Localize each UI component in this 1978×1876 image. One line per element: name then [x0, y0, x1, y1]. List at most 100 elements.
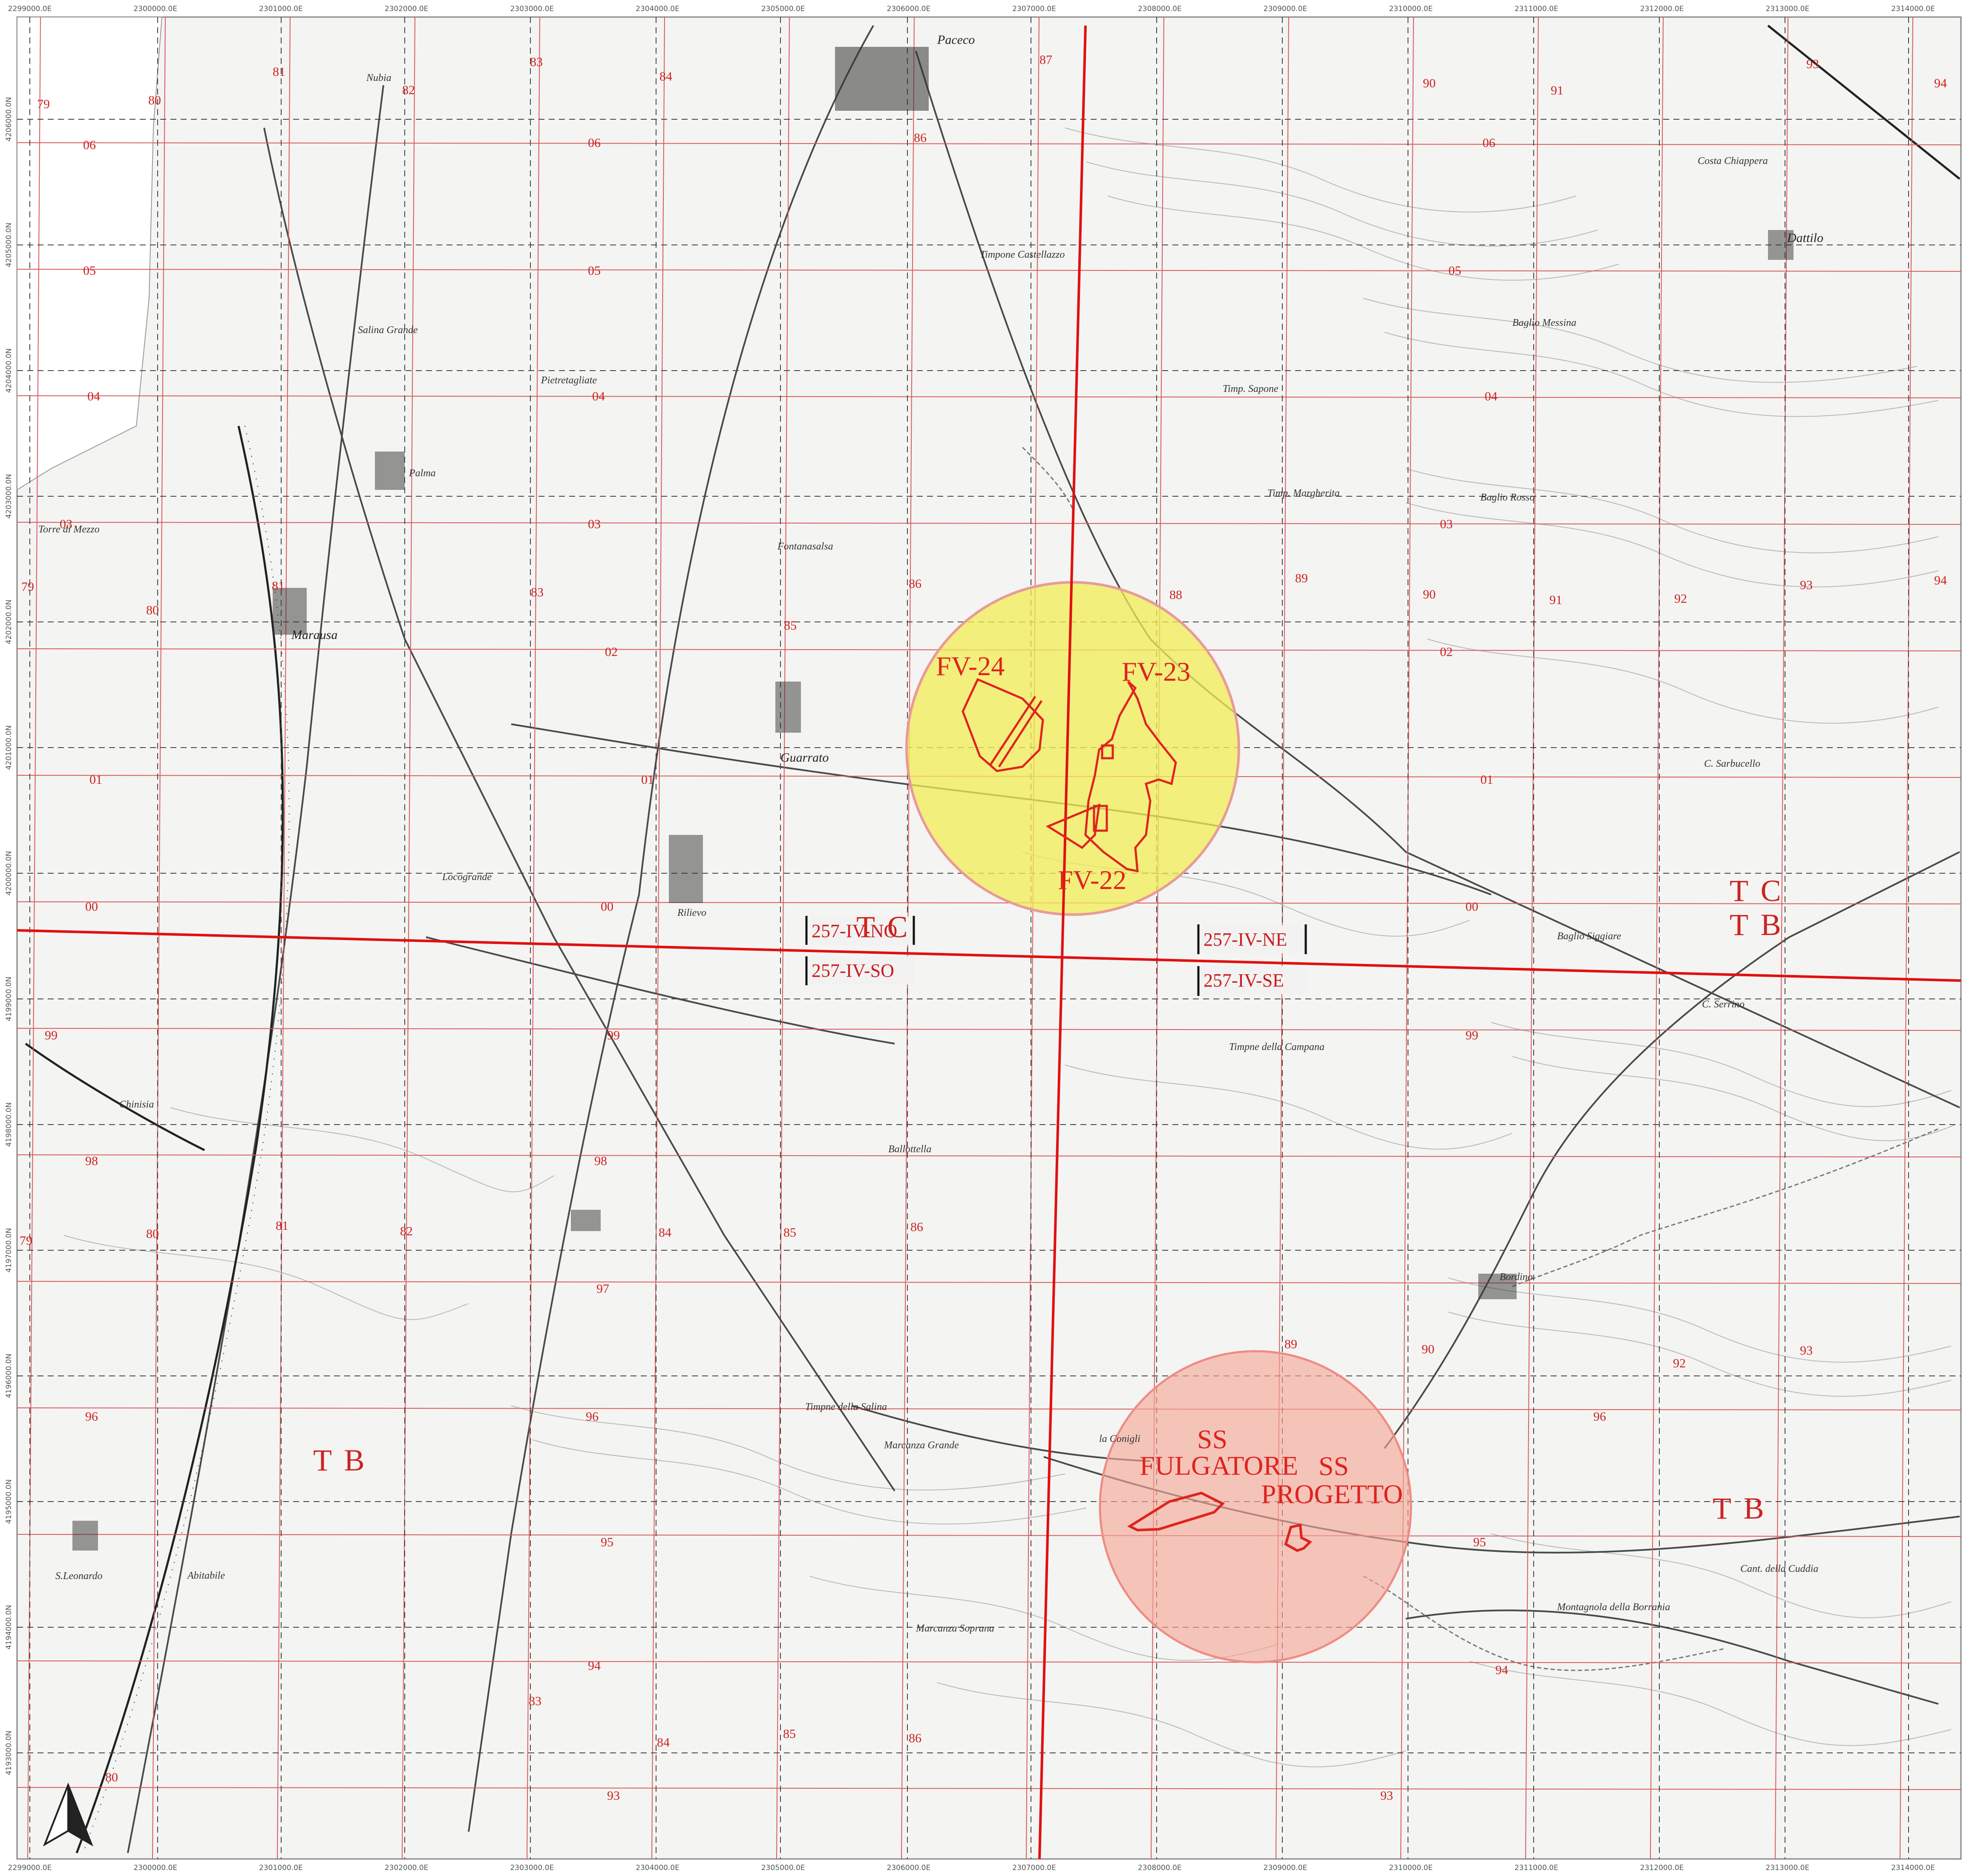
sheet-box-so: 257-IV-SO	[805, 956, 914, 985]
x-tick-label: 2305000.0E	[761, 5, 805, 13]
place-timp-margherita: Timp. Margherita	[1267, 488, 1340, 499]
grid-col-90-mid: 90	[1423, 587, 1436, 601]
grid-row-03-right: 03	[1440, 517, 1453, 531]
north-arrow-icon	[43, 1782, 93, 1847]
grid-row-97-mid: 97	[596, 1282, 609, 1296]
grid-row-04-mid: 04	[592, 389, 605, 403]
x-tick-label: 2301000.0E	[259, 5, 303, 13]
grid-col-83-bottom: 83	[529, 1694, 541, 1708]
ss-area-highlight	[1099, 1350, 1412, 1663]
fv-24-label: FV-24	[936, 651, 1005, 681]
y-tick-label: 4203000.0N	[5, 474, 13, 519]
grid-column-numbers-mid: 79 80 81 83 85 86 88 89 90 91 92 93 94	[21, 571, 1947, 633]
grid-col-80-top: 80	[148, 93, 161, 107]
grid-col-92-mid: 92	[1674, 592, 1687, 606]
grid-col-90-top: 90	[1423, 76, 1436, 90]
grid-row-06-right: 06	[1483, 136, 1495, 150]
grid-col-86-bottom: 86	[909, 1731, 921, 1745]
y-tick-label: 4194000.0N	[5, 1605, 13, 1650]
ss-progetto-label-line1: SS	[1319, 1451, 1349, 1481]
place-ballottella: Ballottella	[888, 1144, 931, 1155]
y-tick-label: 4196000.0N	[5, 1354, 13, 1398]
grid-col-93-mid: 93	[1800, 578, 1813, 592]
place-s-leonardo: S.Leonardo	[55, 1571, 102, 1582]
grid-col-93-top: 93	[1806, 57, 1819, 71]
fv-24-parcel	[962, 678, 1044, 772]
fv-23-label: FV-23	[1122, 656, 1190, 687]
x-tick-label: 2310000.0E	[1389, 5, 1433, 13]
sea-area	[17, 17, 163, 491]
grid-row-03-left: 03	[60, 517, 72, 531]
y-tick-label: 4201000.0N	[5, 725, 13, 770]
grid-col-80-bottom: 80	[105, 1770, 118, 1784]
railway	[25, 25, 1961, 1853]
grid-column-numbers-top: 79 80 81 82 83 84 86 87 90 91 93 94	[37, 53, 1947, 145]
grid-row-93-right: 93	[1380, 1789, 1393, 1803]
grid-col-90-low: 90	[1422, 1342, 1434, 1356]
zone-tb-right-lower: T B	[1713, 1491, 1767, 1525]
grid-column-numbers-low: 79 80 81 82 84 85 86 89 90 92 93	[20, 1219, 1813, 1370]
settlements	[72, 47, 1794, 1551]
grid-col-91-top: 91	[1551, 83, 1563, 98]
x-tick-label: 2304000.0E	[636, 1864, 679, 1872]
x-tick-label: 2299000.0E	[8, 5, 52, 13]
y-tick-label: 4198000.0N	[5, 1102, 13, 1147]
grid-col-86-mid: 86	[909, 577, 921, 591]
place-palma: Palma	[409, 468, 436, 479]
grid-col-81-mid: 81	[272, 579, 285, 593]
grid-col-82-top: 82	[402, 83, 415, 97]
grid-row-00-left: 00	[85, 900, 98, 914]
place-la-conigli: la Conigli	[1099, 1433, 1140, 1444]
place-baglio-siggiare: Baglio Siggiare	[1557, 931, 1621, 942]
y-tick-label: 4202000.0N	[5, 600, 13, 645]
grid-col-94-top: 94	[1934, 76, 1947, 90]
x-tick-label: 2309000.0E	[1264, 5, 1307, 13]
place-marcanza-soprana: Marcanza Soprana	[916, 1623, 994, 1634]
place-locogrande: Locogrande	[442, 872, 492, 883]
place-baglio-rosso: Baglio Rosso	[1480, 492, 1535, 503]
grid-row-05-left: 05	[83, 264, 96, 278]
x-tick-label: 2301000.0E	[259, 1864, 303, 1872]
grid-col-80-low: 80	[146, 1227, 159, 1241]
x-ticks-top: 2299000.0E 2300000.0E 2301000.0E 2302000.0E…	[8, 5, 1935, 13]
grid-row-00-mid: 00	[601, 900, 613, 914]
y-ticks-left: 4206000.0N 4205000.0N 4204000.0N 4203000.0N…	[5, 97, 13, 1775]
x-tick-label: 2312000.0E	[1640, 1864, 1684, 1872]
place-bordino: Bordino	[1500, 1272, 1533, 1283]
grid-row-99-left: 99	[45, 1028, 58, 1042]
grid-col-84-top: 84	[659, 69, 672, 83]
x-tick-label: 2303000.0E	[510, 5, 554, 13]
y-tick-label: 4197000.0N	[5, 1228, 13, 1273]
zone-tc-center: T C	[856, 910, 910, 944]
rivers	[1022, 446, 1939, 1671]
grid-col-81-low: 81	[276, 1219, 288, 1233]
x-tick-label: 2306000.0E	[887, 1864, 931, 1872]
x-tick-label: 2300000.0E	[133, 1864, 177, 1872]
grid-col-82-low: 82	[400, 1224, 413, 1238]
x-tick-label: 2303000.0E	[510, 1864, 554, 1872]
grid-col-79-top: 79	[37, 97, 50, 111]
x-tick-label: 2314000.0E	[1891, 5, 1935, 13]
grid-col-91-mid: 91	[1549, 593, 1562, 607]
grid-col-79-mid: 79	[21, 580, 34, 594]
place-timpone-castellazzo: Timpone Castellazzo	[980, 249, 1065, 260]
y-tick-label: 4205000.0N	[5, 223, 13, 268]
place-abitabile: Abitabile	[187, 1570, 225, 1581]
x-tick-label: 2308000.0E	[1138, 1864, 1182, 1872]
grid-col-85-mid: 85	[784, 619, 797, 633]
place-marcanza-grande: Marcanza Grande	[884, 1440, 959, 1451]
fv-22-label: FV-22	[1058, 865, 1126, 895]
place-c-serrino: C. Serrino	[1702, 999, 1745, 1010]
grid-row-98-mid: 98	[594, 1154, 607, 1168]
grid-col-93-low: 93	[1800, 1344, 1813, 1358]
place-marausa: Marausa	[291, 628, 337, 642]
y-tick-label: 4204000.0N	[5, 348, 13, 393]
place-timp-campana: Timpne della Campana	[1229, 1042, 1324, 1053]
grid-row-94-right: 94	[1495, 1663, 1508, 1677]
grid-row-99-mid: 99	[607, 1028, 620, 1042]
y-tick-label: 4193000.0N	[5, 1731, 13, 1775]
grid-col-92-low: 92	[1673, 1356, 1686, 1370]
grid-row-01-mid: 01	[641, 773, 654, 787]
grid-col-94-mid: 94	[1934, 573, 1947, 587]
grid-row-93-mid: 93	[607, 1789, 620, 1803]
